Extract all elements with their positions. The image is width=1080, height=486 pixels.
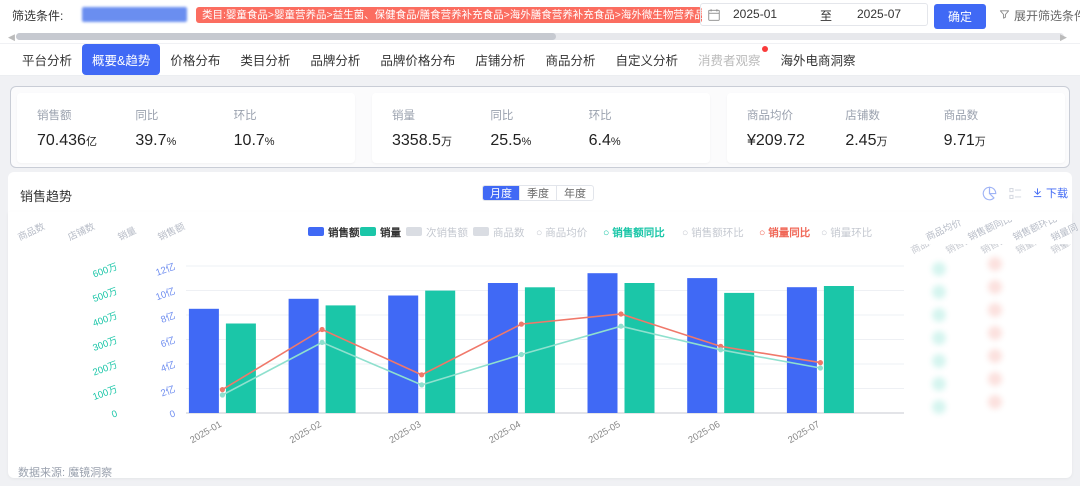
svg-text:2025-01: 2025-01 bbox=[188, 419, 224, 446]
svg-text:销量同比: 销量同比 bbox=[1014, 244, 1053, 257]
svg-text:12亿: 12亿 bbox=[154, 261, 177, 279]
svg-text:6亿: 6亿 bbox=[159, 334, 177, 350]
svg-text:2025-03: 2025-03 bbox=[387, 419, 423, 446]
svg-text:商品均价: 商品均价 bbox=[909, 244, 949, 257]
svg-text:2亿: 2亿 bbox=[159, 383, 177, 399]
svg-text:2025-04: 2025-04 bbox=[487, 419, 523, 446]
svg-text:400万: 400万 bbox=[91, 310, 119, 329]
svg-text:10亿: 10亿 bbox=[154, 285, 177, 303]
svg-text:销量环比: 销量环比 bbox=[1049, 244, 1080, 257]
svg-text:100万: 100万 bbox=[91, 384, 119, 403]
svg-text:300万: 300万 bbox=[91, 335, 119, 354]
svg-text:500万: 500万 bbox=[91, 286, 119, 305]
svg-text:2025-02: 2025-02 bbox=[288, 419, 324, 446]
svg-text:2025-05: 2025-05 bbox=[587, 419, 623, 446]
svg-text:4亿: 4亿 bbox=[159, 359, 177, 375]
svg-text:600万: 600万 bbox=[91, 261, 119, 280]
svg-text:200万: 200万 bbox=[91, 359, 119, 378]
svg-text:8亿: 8亿 bbox=[159, 310, 177, 326]
svg-text:2025-06: 2025-06 bbox=[686, 419, 722, 446]
svg-text:2025-07: 2025-07 bbox=[786, 419, 822, 446]
svg-text:0: 0 bbox=[110, 408, 119, 420]
svg-text:0: 0 bbox=[168, 408, 177, 420]
